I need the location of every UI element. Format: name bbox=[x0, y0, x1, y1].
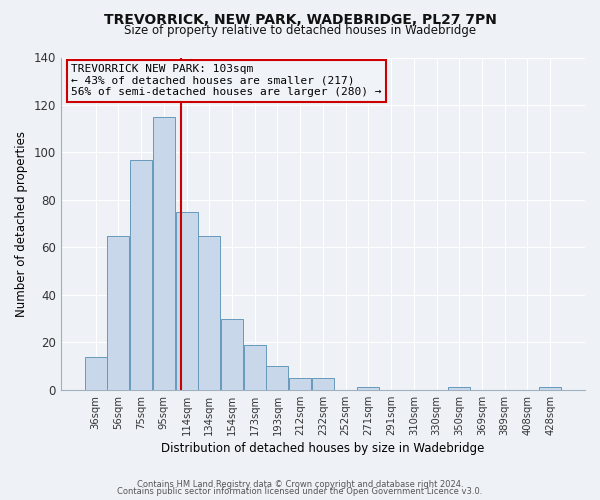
Text: Size of property relative to detached houses in Wadebridge: Size of property relative to detached ho… bbox=[124, 24, 476, 37]
Text: Contains HM Land Registry data © Crown copyright and database right 2024.: Contains HM Land Registry data © Crown c… bbox=[137, 480, 463, 489]
X-axis label: Distribution of detached houses by size in Wadebridge: Distribution of detached houses by size … bbox=[161, 442, 485, 455]
Text: TREVORRICK, NEW PARK, WADEBRIDGE, PL27 7PN: TREVORRICK, NEW PARK, WADEBRIDGE, PL27 7… bbox=[104, 12, 496, 26]
Bar bbox=[107, 236, 130, 390]
Bar bbox=[266, 366, 289, 390]
Bar bbox=[358, 388, 379, 390]
Bar bbox=[539, 388, 561, 390]
Bar bbox=[130, 160, 152, 390]
Bar bbox=[85, 356, 107, 390]
Bar bbox=[198, 236, 220, 390]
Bar bbox=[153, 117, 175, 390]
Bar bbox=[244, 344, 266, 390]
Bar bbox=[312, 378, 334, 390]
Bar bbox=[176, 212, 197, 390]
Bar bbox=[448, 388, 470, 390]
Text: TREVORRICK NEW PARK: 103sqm
← 43% of detached houses are smaller (217)
56% of se: TREVORRICK NEW PARK: 103sqm ← 43% of det… bbox=[71, 64, 382, 98]
Text: Contains public sector information licensed under the Open Government Licence v3: Contains public sector information licen… bbox=[118, 487, 482, 496]
Bar bbox=[221, 318, 243, 390]
Y-axis label: Number of detached properties: Number of detached properties bbox=[15, 130, 28, 316]
Bar bbox=[289, 378, 311, 390]
